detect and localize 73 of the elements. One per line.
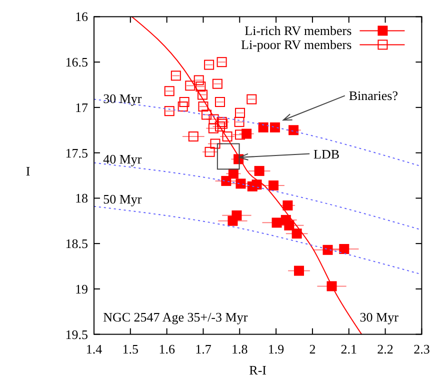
y-tick-label: 18 bbox=[75, 190, 88, 206]
point bbox=[284, 220, 294, 230]
x-tick-label: 2.3 bbox=[414, 341, 430, 356]
x-tick-label: 2.2 bbox=[377, 341, 394, 356]
point bbox=[198, 90, 208, 100]
y-tick-label: 18.5 bbox=[65, 236, 88, 252]
annotation: 30 Myr bbox=[360, 310, 400, 325]
point bbox=[179, 97, 190, 107]
point bbox=[170, 70, 181, 81]
x-tick-label: 2.1 bbox=[340, 341, 358, 356]
point bbox=[214, 122, 225, 132]
point bbox=[164, 86, 174, 96]
point bbox=[216, 57, 227, 68]
point bbox=[326, 281, 337, 292]
point bbox=[214, 97, 225, 107]
annotation: 30 Myr bbox=[103, 90, 142, 106]
point bbox=[292, 228, 302, 239]
annotation: 50 Myr bbox=[103, 192, 142, 207]
point bbox=[202, 110, 212, 120]
x-tick-label: 1.7 bbox=[195, 341, 212, 356]
point bbox=[268, 180, 279, 190]
point bbox=[282, 200, 293, 210]
x-tick-label: 1.5 bbox=[122, 341, 139, 356]
point bbox=[198, 102, 208, 112]
annotation: 40 Myr bbox=[103, 152, 142, 167]
point bbox=[164, 106, 174, 116]
point bbox=[236, 178, 246, 189]
point bbox=[288, 125, 299, 136]
point bbox=[228, 216, 238, 226]
point bbox=[185, 80, 196, 91]
point bbox=[188, 131, 198, 142]
y-tick-label: 19 bbox=[75, 281, 88, 296]
legend-label: Li-rich RV members bbox=[244, 23, 352, 38]
point bbox=[258, 122, 268, 132]
y-axis-title: I bbox=[26, 164, 30, 178]
point bbox=[222, 131, 232, 142]
point bbox=[246, 94, 257, 104]
point bbox=[194, 75, 204, 86]
point bbox=[221, 176, 232, 186]
x-tick-label: 1.8 bbox=[232, 341, 248, 356]
point bbox=[272, 218, 282, 228]
x-tick-label: 1.4 bbox=[86, 341, 103, 356]
x-tick-label: 1.6 bbox=[158, 341, 176, 356]
point bbox=[234, 116, 244, 127]
y-tick-label: 17 bbox=[75, 100, 88, 115]
point bbox=[235, 130, 246, 140]
y-tick-label: 16.5 bbox=[65, 54, 88, 70]
point bbox=[270, 122, 280, 132]
x-axis-title: R-I bbox=[249, 362, 267, 378]
y-tick-label: 19.5 bbox=[65, 326, 88, 342]
point bbox=[339, 244, 350, 254]
annotation: LDB bbox=[314, 146, 340, 162]
y-tick-label: 16 bbox=[75, 9, 88, 24]
annotation: Binaries? bbox=[348, 88, 398, 104]
point bbox=[212, 78, 222, 89]
point bbox=[252, 180, 262, 190]
point bbox=[210, 138, 220, 149]
point bbox=[254, 166, 264, 176]
point bbox=[235, 108, 246, 118]
y-tick-label: 17.5 bbox=[65, 145, 88, 160]
point bbox=[196, 82, 206, 92]
point bbox=[322, 244, 333, 255]
point bbox=[178, 102, 188, 112]
point bbox=[228, 168, 238, 179]
legend-label: Li-poor RV members bbox=[241, 37, 352, 52]
point bbox=[208, 114, 219, 124]
x-tick-label: 1.9 bbox=[268, 341, 284, 356]
annotation: NGC 2547 Age 35+/-3 Myr bbox=[103, 310, 248, 325]
point bbox=[204, 146, 215, 157]
point bbox=[208, 123, 218, 134]
x-tick-label: 2 bbox=[309, 341, 316, 356]
point bbox=[294, 266, 304, 276]
point bbox=[204, 60, 214, 70]
